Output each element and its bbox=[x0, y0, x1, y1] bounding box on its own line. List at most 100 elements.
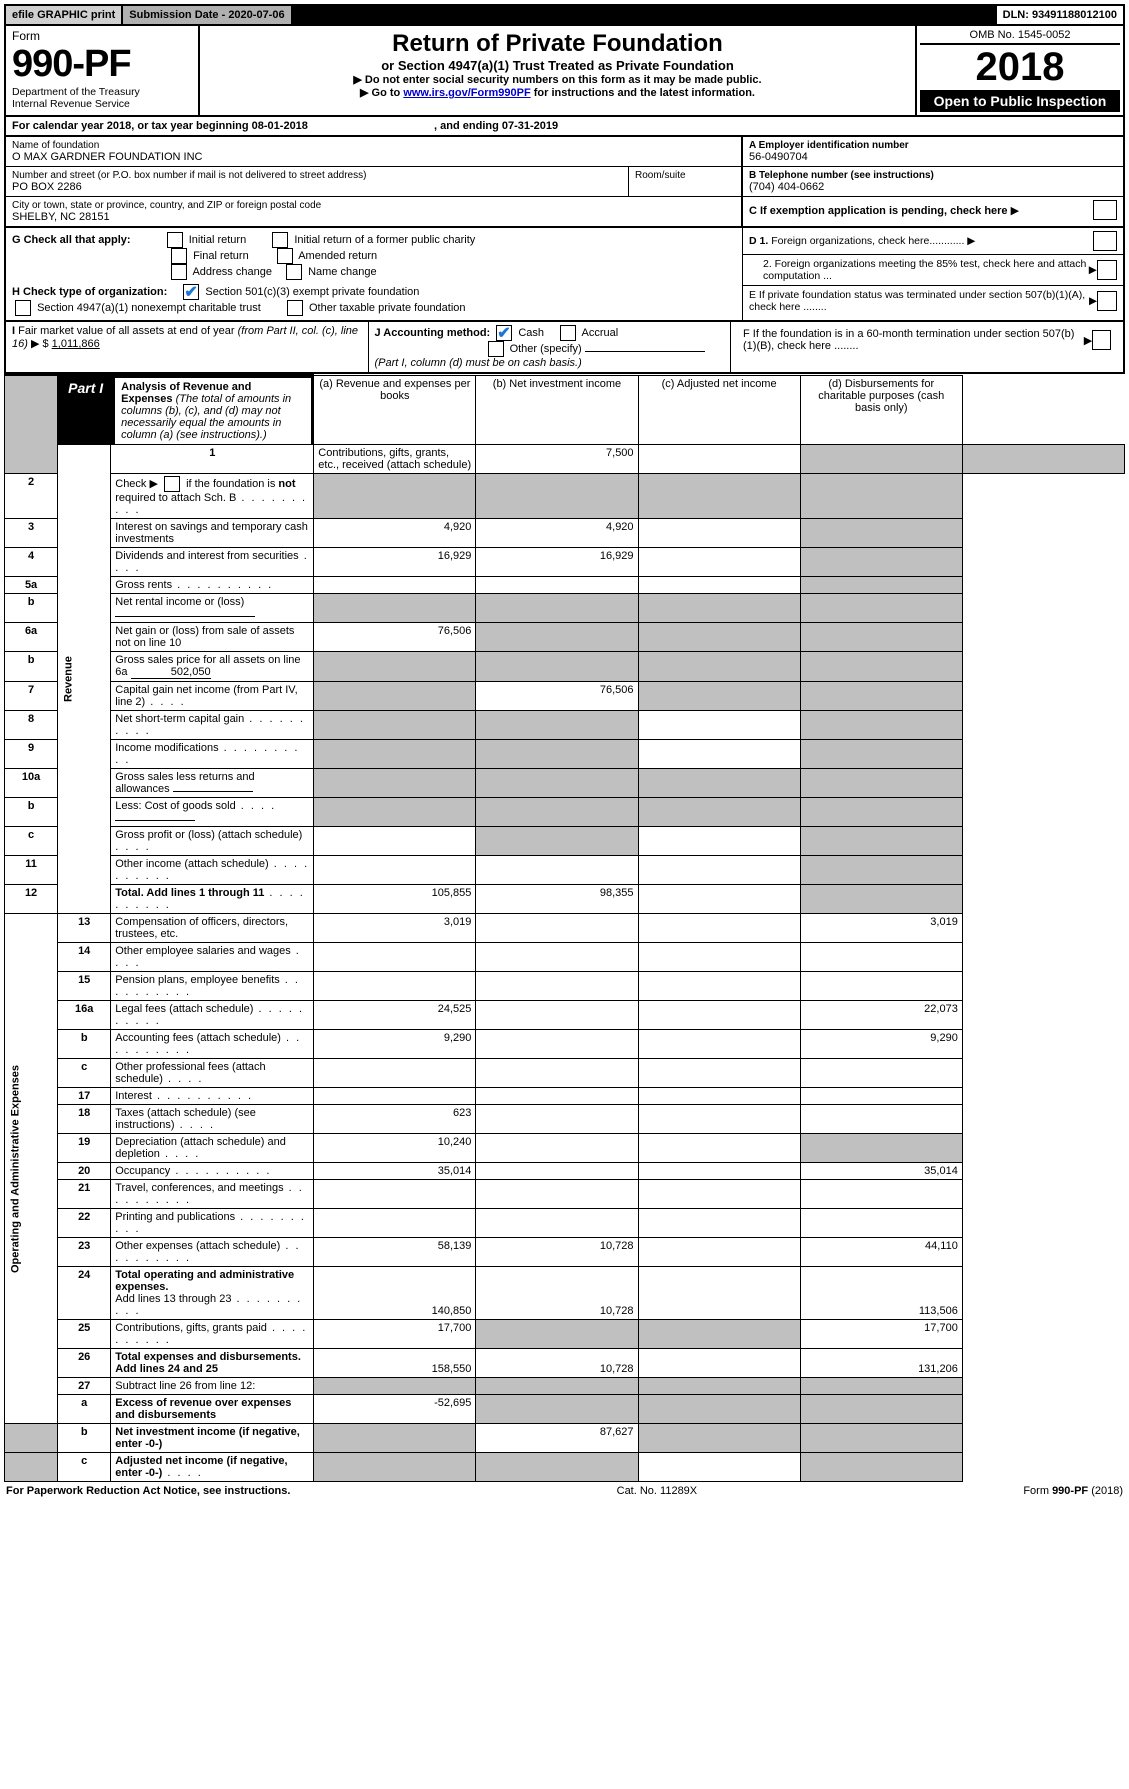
ck-4947[interactable] bbox=[15, 300, 31, 316]
row-18: 18Taxes (attach schedule) (see instructi… bbox=[5, 1105, 1125, 1134]
instr2-link[interactable]: www.irs.gov/Form990PF bbox=[403, 87, 530, 99]
entity-right: A Employer identification number 56-0490… bbox=[741, 137, 1123, 226]
ck-other-tax[interactable] bbox=[287, 300, 303, 316]
instr1: ▶ Do not enter social security numbers o… bbox=[204, 73, 911, 86]
row-6b: bGross sales price for all assets on lin… bbox=[5, 652, 1125, 682]
row-15: 15Pension plans, employee benefits bbox=[5, 972, 1125, 1001]
city: SHELBY, NC 28151 bbox=[12, 211, 735, 223]
g-final: Final return bbox=[193, 250, 249, 262]
instr2: ▶ Go to www.irs.gov/Form990PF for instru… bbox=[204, 86, 911, 99]
row-27b: bNet investment income (if negative, ent… bbox=[5, 1424, 1125, 1453]
col-b-hdr: (b) Net investment income bbox=[476, 375, 638, 445]
i-section: I Fair market value of all assets at end… bbox=[6, 322, 369, 372]
instr2-pre: ▶ Go to bbox=[360, 87, 403, 99]
ck-initial-former[interactable] bbox=[272, 232, 288, 248]
g-amended: Amended return bbox=[298, 250, 377, 262]
row-25: 25Contributions, gifts, grants paid17,70… bbox=[5, 1320, 1125, 1349]
row-19: 19Depreciation (attach schedule) and dep… bbox=[5, 1134, 1125, 1163]
row-20: 20Occupancy35,01435,014 bbox=[5, 1163, 1125, 1180]
h-other: Other taxable private foundation bbox=[309, 302, 466, 314]
footer-right: Form 990-PF (2018) bbox=[1023, 1485, 1123, 1497]
form-subtitle: or Section 4947(a)(1) Trust Treated as P… bbox=[204, 58, 911, 73]
d2-row: 2. Foreign organizations meeting the 85%… bbox=[743, 255, 1123, 286]
row-27: 27Subtract line 26 from line 12: bbox=[5, 1378, 1125, 1395]
part1-table: Part I Analysis of Revenue and Expenses … bbox=[4, 374, 1125, 1482]
addr: PO BOX 2286 bbox=[12, 181, 622, 193]
footer-left: For Paperwork Reduction Act Notice, see … bbox=[6, 1485, 290, 1497]
row-11: 11Other income (attach schedule) bbox=[5, 856, 1125, 885]
row-5b: bNet rental income or (loss) bbox=[5, 594, 1125, 623]
g-initial: Initial return bbox=[189, 234, 246, 246]
top-bar: efile GRAPHIC print Submission Date - 20… bbox=[4, 4, 1125, 26]
city-label: City or town, state or province, country… bbox=[12, 200, 735, 211]
col-d-hdr: (d) Disbursements for charitable purpose… bbox=[800, 375, 962, 445]
tax-year: 2018 bbox=[920, 45, 1120, 90]
row-13: Operating and Administrative Expenses 13… bbox=[5, 914, 1125, 943]
omb-number: OMB No. 1545-0052 bbox=[920, 29, 1120, 45]
row-5a: 5aGross rents bbox=[5, 577, 1125, 594]
row-27a: aExcess of revenue over expenses and dis… bbox=[5, 1395, 1125, 1424]
g-section: G Check all that apply: Initial return I… bbox=[6, 228, 743, 320]
e-checkbox[interactable] bbox=[1097, 291, 1117, 311]
row-23: 23Other expenses (attach schedule)58,139… bbox=[5, 1238, 1125, 1267]
g-initial-former: Initial return of a former public charit… bbox=[294, 234, 475, 246]
g-label: G Check all that apply: bbox=[12, 234, 131, 246]
form-title: Return of Private Foundation bbox=[204, 30, 911, 58]
row-17: 17Interest bbox=[5, 1088, 1125, 1105]
ck-accrual[interactable] bbox=[560, 325, 576, 341]
row-10b: bLess: Cost of goods sold bbox=[5, 798, 1125, 827]
room-label: Room/suite bbox=[635, 170, 735, 181]
ck-addr-change[interactable] bbox=[171, 264, 187, 280]
spacer bbox=[293, 6, 997, 24]
part1-tag: Part I bbox=[58, 376, 113, 444]
city-row: City or town, state or province, country… bbox=[6, 197, 741, 226]
d2-checkbox[interactable] bbox=[1097, 260, 1117, 280]
d1-text: Foreign organizations, check here.......… bbox=[771, 235, 964, 247]
ck-other-acct[interactable] bbox=[488, 341, 504, 357]
d2-text: 2. Foreign organizations meeting the 85%… bbox=[749, 258, 1089, 282]
d1-checkbox[interactable] bbox=[1093, 231, 1117, 251]
row-16a: 16aLegal fees (attach schedule)24,52522,… bbox=[5, 1001, 1125, 1030]
row-26: 26Total expenses and disbursements. Add … bbox=[5, 1349, 1125, 1378]
ck-cash[interactable] bbox=[496, 325, 512, 341]
phone-value: (704) 404-0662 bbox=[749, 181, 1117, 193]
e-row: E If private foundation status was termi… bbox=[743, 286, 1123, 316]
ck-name-change[interactable] bbox=[286, 264, 302, 280]
row-14: 14Other employee salaries and wages bbox=[5, 943, 1125, 972]
row-16c: cOther professional fees (attach schedul… bbox=[5, 1059, 1125, 1088]
ck-501c3[interactable] bbox=[183, 284, 199, 300]
ein-row: A Employer identification number 56-0490… bbox=[743, 137, 1123, 167]
entity-left: Name of foundation O MAX GARDNER FOUNDAT… bbox=[6, 137, 741, 226]
ck-schb[interactable] bbox=[164, 476, 180, 492]
row-7: 7Capital gain net income (from Part IV, … bbox=[5, 682, 1125, 711]
expenses-label: Operating and Administrative Expenses bbox=[5, 914, 58, 1424]
h-501: Section 501(c)(3) exempt private foundat… bbox=[205, 286, 419, 298]
foundation-name: O MAX GARDNER FOUNDATION INC bbox=[12, 151, 735, 163]
j-label: J Accounting method: bbox=[375, 327, 491, 339]
row-1: Revenue 1 Contributions, gifts, grants, … bbox=[5, 445, 1125, 474]
addr-row: Number and street (or P.O. box number if… bbox=[6, 167, 741, 197]
g-addr-change: Address change bbox=[192, 266, 272, 278]
efile-label: efile GRAPHIC print bbox=[6, 6, 123, 24]
ck-amended[interactable] bbox=[277, 248, 293, 264]
footer-mid: Cat. No. 11289X bbox=[617, 1485, 698, 1497]
row-9: 9Income modifications bbox=[5, 740, 1125, 769]
row-4: 4Dividends and interest from securities1… bbox=[5, 548, 1125, 577]
f-checkbox[interactable] bbox=[1092, 330, 1111, 350]
check-grid: G Check all that apply: Initial return I… bbox=[4, 228, 1125, 322]
page-footer: For Paperwork Reduction Act Notice, see … bbox=[4, 1482, 1125, 1500]
ck-initial[interactable] bbox=[167, 232, 183, 248]
f-text: F If the foundation is in a 60-month ter… bbox=[743, 328, 1084, 352]
open-public: Open to Public Inspection bbox=[920, 90, 1120, 112]
d1-row: D 1. Foreign organizations, check here..… bbox=[743, 228, 1123, 255]
row-2: 2 Check ▶ if the foundation is not requi… bbox=[5, 474, 1125, 519]
c-checkbox[interactable] bbox=[1093, 200, 1117, 220]
ein-value: 56-0490704 bbox=[749, 151, 1117, 163]
row-10a: 10aGross sales less returns and allowanc… bbox=[5, 769, 1125, 798]
dept: Department of the Treasury bbox=[12, 86, 192, 98]
name-label: Name of foundation bbox=[12, 140, 735, 151]
ck-final[interactable] bbox=[171, 248, 187, 264]
calendar-year-row: For calendar year 2018, or tax year begi… bbox=[4, 117, 1125, 137]
instr2-post: for instructions and the latest informat… bbox=[531, 87, 755, 99]
irs: Internal Revenue Service bbox=[12, 98, 192, 110]
